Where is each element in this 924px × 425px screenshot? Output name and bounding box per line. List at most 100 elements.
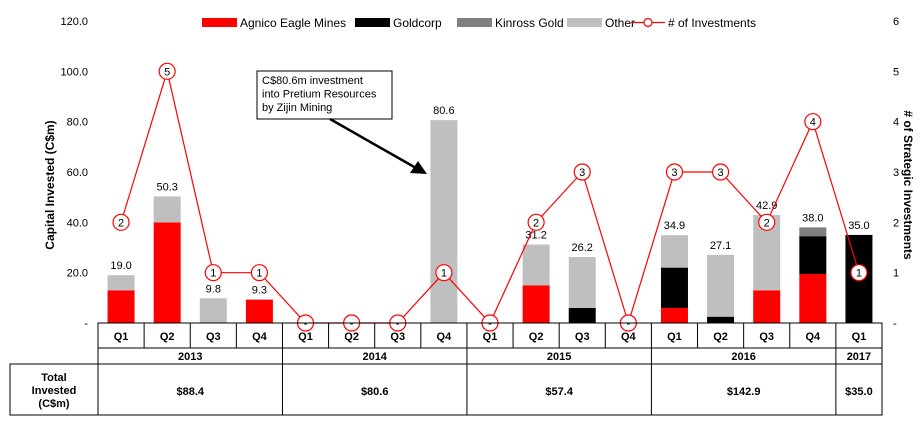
investment-marker-label: 3 xyxy=(579,167,585,179)
investment-marker-label: - xyxy=(488,318,492,330)
annotation-box xyxy=(256,70,393,120)
x-year-label: 2016 xyxy=(731,351,755,363)
y-right-tick-label: 6 xyxy=(893,16,899,28)
bar-segment xyxy=(568,257,596,308)
total-invested-value: $142.9 xyxy=(727,386,761,398)
y-right-axis-title: # of Strategic Investments xyxy=(901,110,915,260)
bar-segment xyxy=(799,227,827,237)
investment-marker-label: 2 xyxy=(764,217,770,229)
bar-value-label: 27.1 xyxy=(710,240,731,252)
investment-marker xyxy=(204,264,222,282)
bar-segment xyxy=(107,275,135,291)
legend-label: Other xyxy=(605,16,635,30)
investment-marker-label: - xyxy=(627,318,631,330)
x-category-label: Q2 xyxy=(344,331,359,343)
legend-swatch xyxy=(202,18,237,27)
investments-line xyxy=(120,69,860,326)
investment-marker xyxy=(665,163,684,181)
y-left-tick-label: 40.0 xyxy=(67,217,88,229)
legend-swatch xyxy=(355,18,390,27)
x-category-label: Q4 xyxy=(621,331,637,343)
x-category-label: Q4 xyxy=(437,331,453,343)
annotation-text: into Pretium Resources xyxy=(262,89,377,101)
x-category-label: Q4 xyxy=(252,331,268,343)
x-year-label: 2017 xyxy=(847,351,871,363)
annotation-text: C$80.6m investment xyxy=(262,75,363,87)
bar-segment xyxy=(153,222,181,323)
y-right-tick-label: 2 xyxy=(893,217,899,229)
total-invested-value: $35.0 xyxy=(845,386,873,398)
bar-segment xyxy=(107,290,135,323)
investment-marker-label: 5 xyxy=(164,66,170,78)
category-table: Q1 Q2 Q3 Q4 Q1 Q2 Q3 Q4 Q1 Q2 Q3 Q4 Q1 Q2 Q3 Q4 Q1 2013 $8… xyxy=(9,322,883,416)
legend-label: Goldcorp xyxy=(393,16,442,30)
bar-value-label: 9.3 xyxy=(252,285,267,297)
bar-segment xyxy=(799,273,827,323)
x-category-label: Q4 xyxy=(805,331,821,343)
totals-row-label: (C$m) xyxy=(38,398,70,410)
investment-marker xyxy=(711,163,730,181)
investment-marker xyxy=(112,213,130,231)
y-right-tick-label: 5 xyxy=(893,66,899,78)
bar-segment xyxy=(707,316,735,323)
bar-segment xyxy=(660,307,688,323)
y-right-tick-label: - xyxy=(893,318,897,330)
investment-marker-label: 1 xyxy=(210,268,216,280)
bar-value-label: 26.2 xyxy=(572,242,593,254)
bars-layer: 19.050.39.89.3---80.631.226.234.927.142.… xyxy=(107,105,873,323)
bar-segment xyxy=(430,120,458,323)
investment-marker-label: 4 xyxy=(810,117,816,129)
y-right-tick-label: 1 xyxy=(893,268,899,280)
x-category-label: Q2 xyxy=(713,331,728,343)
legend-swatch xyxy=(567,18,602,27)
x-category-label: Q1 xyxy=(667,331,682,343)
legend-label: # of Investments xyxy=(668,16,756,30)
bar-value-label: 19.0 xyxy=(110,260,131,272)
x-category-label: Q2 xyxy=(160,331,175,343)
bar-value-label: 35.0 xyxy=(848,220,869,232)
investment-marker xyxy=(573,163,591,181)
investment-marker xyxy=(158,62,176,80)
bar-segment xyxy=(753,290,781,323)
x-year-label: 2015 xyxy=(547,351,571,363)
x-year-label: 2014 xyxy=(362,351,387,363)
bar-segment xyxy=(660,235,688,268)
investment-marker xyxy=(250,264,269,282)
x-category-label: Q2 xyxy=(529,331,544,343)
investment-marker-label: 1 xyxy=(256,268,262,280)
investment-marker-label: - xyxy=(350,318,354,330)
bar-segment xyxy=(799,236,827,274)
bar-segment xyxy=(522,244,550,286)
bar-segment xyxy=(245,299,273,323)
x-category-label: Q1 xyxy=(852,331,867,343)
bar-segment xyxy=(568,307,596,323)
total-invested-value: $88.4 xyxy=(176,386,204,398)
annotation-layer: C$80.6m investment into Pretium Resources… xyxy=(256,70,427,174)
investment-marker-label: 1 xyxy=(856,268,862,280)
x-year-label: 2013 xyxy=(178,351,202,363)
y-left-tick-label: 20.0 xyxy=(67,268,88,280)
x-category-label: Q3 xyxy=(390,331,405,343)
annotation-arrow-shaft xyxy=(329,117,417,170)
investment-marker xyxy=(804,113,822,131)
bar-value-label: 38.0 xyxy=(802,212,823,224)
investment-marker xyxy=(850,264,868,282)
y-left-axis-title: Capital Invested (C$m) xyxy=(43,120,57,249)
bar-value-label: 9.8 xyxy=(206,283,221,295)
totals-row-label: Invested xyxy=(32,385,77,397)
investment-marker-label: 1 xyxy=(441,268,447,280)
bar-segment xyxy=(522,285,550,323)
investment-marker-label: - xyxy=(304,318,308,330)
y-left-tick-label: 80.0 xyxy=(67,117,88,129)
x-category-label: Q3 xyxy=(206,331,221,343)
investment-marker-label: 3 xyxy=(671,167,677,179)
investment-marker-label: 3 xyxy=(718,167,724,179)
x-category-label: Q3 xyxy=(575,331,590,343)
x-category-label: Q1 xyxy=(483,331,498,343)
totals-row-label: Total xyxy=(41,372,66,384)
legend-label: Kinross Gold xyxy=(495,16,564,30)
bar-value-label: 42.9 xyxy=(756,200,777,212)
y-left-tick-label: 100.0 xyxy=(60,66,88,78)
axes-layer: - 20.0 40.0 60.0 80.0 100.0 120.0 - 1 2 3 4 5 6 Capita… xyxy=(43,16,915,330)
y-left-tick-label: - xyxy=(84,318,88,330)
